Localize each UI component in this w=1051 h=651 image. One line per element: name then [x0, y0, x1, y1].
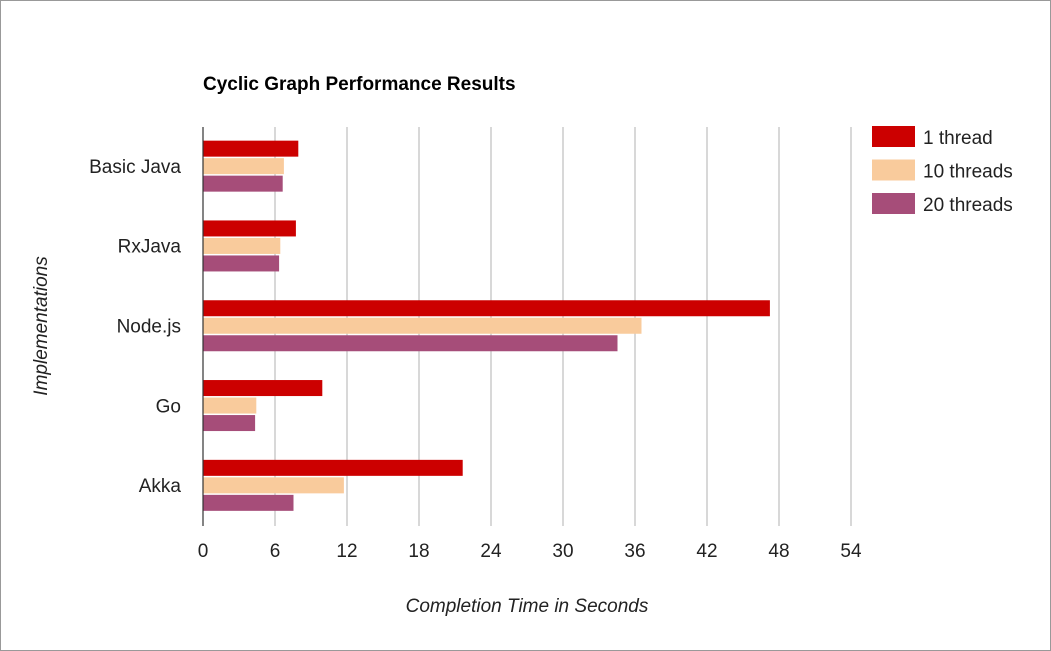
bar [203, 335, 618, 352]
bar [203, 158, 284, 175]
category-label: Go [156, 396, 181, 417]
x-axis-title: Completion Time in Seconds [406, 596, 649, 617]
bar [203, 255, 280, 272]
y-axis-title: Implementations [31, 256, 52, 396]
x-tick-label: 24 [480, 541, 502, 562]
x-tick-label: 36 [624, 541, 645, 562]
bar [203, 380, 323, 397]
bar [203, 317, 642, 334]
legend-swatch [872, 193, 915, 214]
x-tick-label: 12 [336, 541, 357, 562]
x-tick-label: 0 [198, 541, 209, 562]
legend: 1 thread 10 threads 20 threads [872, 126, 1013, 216]
legend-label: 20 threads [923, 195, 1013, 216]
bar [203, 175, 283, 192]
category-label: Akka [139, 476, 182, 497]
x-tick-label: 54 [840, 541, 862, 562]
legend-swatch [872, 159, 915, 181]
bar [203, 220, 296, 237]
bar [203, 300, 770, 317]
category-labels: Basic Java RxJava Node.js Go Akka [89, 157, 181, 497]
x-tick-label: 6 [270, 541, 281, 562]
category-label: RxJava [118, 237, 182, 258]
legend-label: 10 threads [923, 162, 1013, 183]
legend-swatch [872, 126, 915, 147]
category-label: Basic Java [89, 157, 181, 178]
bars [203, 140, 770, 511]
bar [203, 140, 299, 157]
bar [203, 459, 463, 476]
x-tick-label: 30 [552, 541, 573, 562]
x-tick-label: 42 [696, 541, 717, 562]
bar [203, 477, 344, 494]
x-tick-label: 48 [768, 541, 789, 562]
chart-title: Cyclic Graph Performance Results [203, 74, 516, 95]
category-label: Node.js [117, 317, 181, 338]
bar [203, 237, 281, 254]
bar [203, 397, 257, 414]
legend-label: 1 thread [923, 128, 993, 149]
bar [203, 415, 256, 432]
bar [203, 494, 294, 511]
x-tick-labels: 0 6 12 18 24 30 36 42 48 54 [198, 541, 862, 562]
x-tick-label: 18 [408, 541, 429, 562]
